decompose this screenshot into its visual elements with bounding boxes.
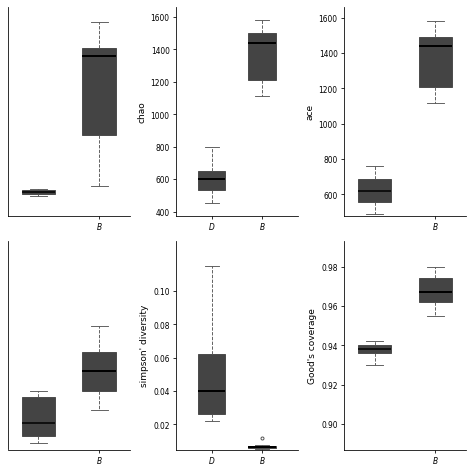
Y-axis label: Good's coverage: Good's coverage <box>307 307 316 384</box>
PathPatch shape <box>82 48 116 135</box>
PathPatch shape <box>418 279 451 302</box>
Y-axis label: chao: chao <box>137 101 146 123</box>
PathPatch shape <box>82 352 116 391</box>
Y-axis label: ace: ace <box>305 104 314 120</box>
PathPatch shape <box>22 191 55 195</box>
PathPatch shape <box>357 345 391 353</box>
PathPatch shape <box>22 397 55 437</box>
PathPatch shape <box>197 172 225 191</box>
PathPatch shape <box>197 355 225 415</box>
Y-axis label: simpson' diversity: simpson' diversity <box>140 305 149 386</box>
PathPatch shape <box>248 34 276 81</box>
PathPatch shape <box>418 38 451 88</box>
PathPatch shape <box>357 179 391 203</box>
PathPatch shape <box>248 446 276 448</box>
